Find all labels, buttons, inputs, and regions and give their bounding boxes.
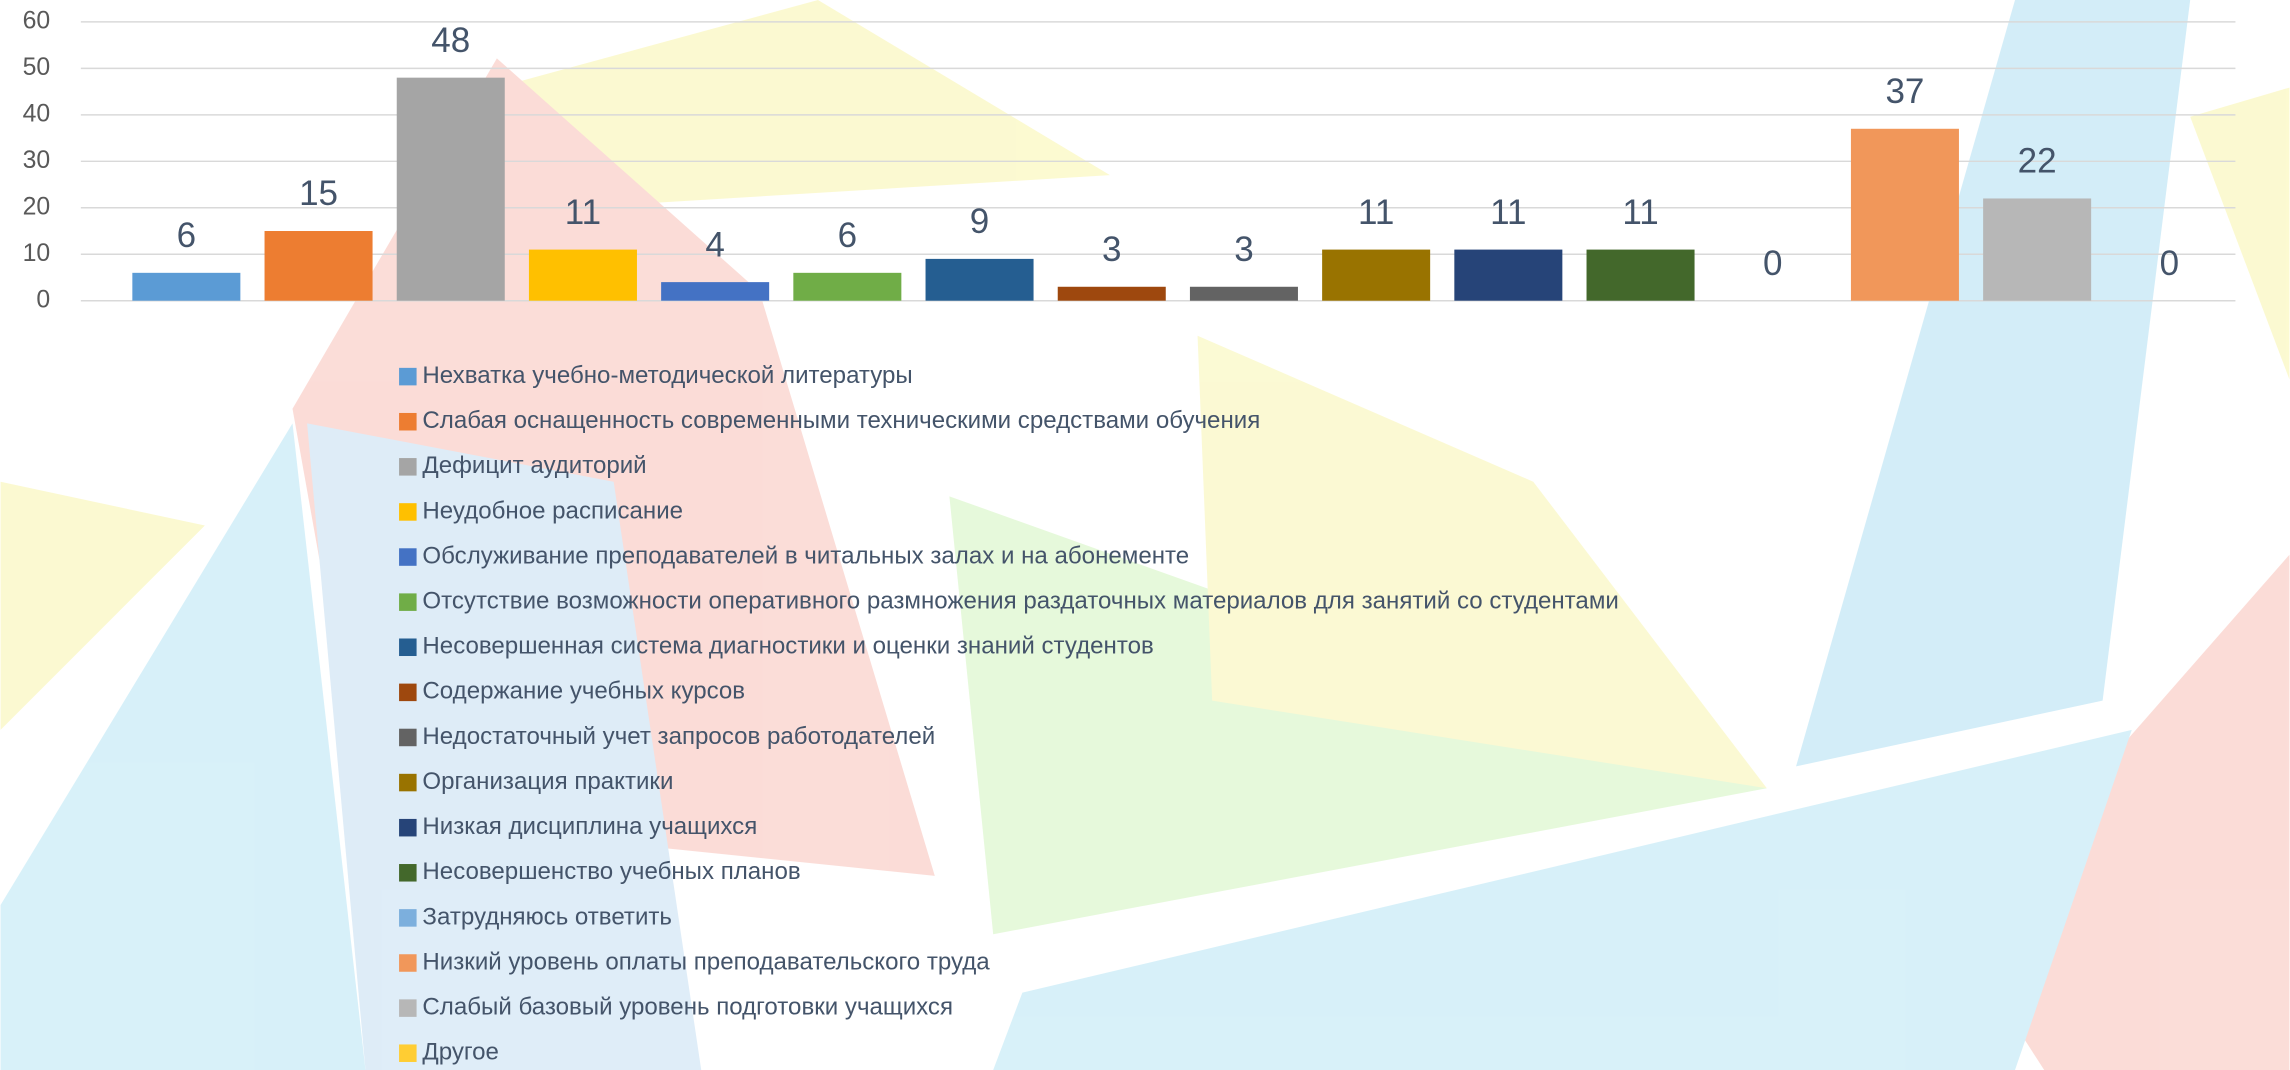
legend-swatch <box>399 819 417 837</box>
value-label: 15 <box>299 174 338 213</box>
bar <box>1983 198 2091 300</box>
legend-label: Слабая оснащенность современными техниче… <box>422 407 1260 434</box>
bar <box>397 78 505 301</box>
value-label: 9 <box>970 202 989 241</box>
value-label: 4 <box>705 225 724 264</box>
value-label: 6 <box>838 216 857 255</box>
legend-label: Содержание учебных курсов <box>422 678 745 705</box>
legend-label: Несовершенство учебных планов <box>422 858 800 885</box>
chart: 01020304050606Нехватка учебно-методическ… <box>0 0 2290 1070</box>
value-label: 11 <box>1358 193 1394 232</box>
bar <box>793 273 901 301</box>
legend-swatch <box>399 413 417 431</box>
legend-swatch <box>399 593 417 611</box>
value-label: 3 <box>1234 230 1253 269</box>
legend-label: Затрудняюсь ответить <box>422 903 672 930</box>
legend-label: Низкая дисциплина учащихся <box>422 813 757 840</box>
bar <box>1322 250 1430 301</box>
page: {"chart_data": {"type": "bar", "categori… <box>0 0 2290 1070</box>
value-label: 37 <box>1885 72 1924 111</box>
legend-swatch <box>399 458 417 476</box>
bar <box>1058 287 1166 301</box>
value-label: 22 <box>2018 142 2057 181</box>
legend-label: Отсутствие возможности оперативного разм… <box>422 588 1618 615</box>
value-label: 0 <box>2160 244 2179 283</box>
legend-label: Организация практики <box>422 768 673 795</box>
bar <box>1851 129 1959 301</box>
value-label: 3 <box>1102 230 1121 269</box>
legend-swatch <box>399 909 417 927</box>
bar <box>1454 250 1562 301</box>
legend-label: Другое <box>422 1039 499 1066</box>
legend-label: Слабый базовый уровень подготовки учащих… <box>422 993 953 1020</box>
legend-swatch <box>399 999 417 1017</box>
y-tick-label: 60 <box>23 7 51 34</box>
legend-label: Недостаточный учет запросов работодателе… <box>422 723 935 750</box>
legend-swatch <box>399 774 417 792</box>
legend-label: Несовершенная система диагностики и оцен… <box>422 633 1153 660</box>
bar <box>265 231 373 301</box>
value-label: 11 <box>1622 193 1658 232</box>
bar <box>1587 250 1695 301</box>
legend-label: Низкий уровень оплаты преподавательского… <box>422 948 990 975</box>
legend-swatch <box>399 729 417 747</box>
value-label: 11 <box>565 193 601 232</box>
y-tick-label: 50 <box>23 54 51 81</box>
bar <box>661 282 769 301</box>
y-tick-label: 40 <box>23 100 51 127</box>
y-tick-label: 10 <box>23 240 51 267</box>
bar <box>132 273 240 301</box>
legend-swatch <box>399 638 417 656</box>
value-label: 0 <box>1763 244 1782 283</box>
legend-label: Неудобное расписание <box>422 497 683 524</box>
legend-swatch <box>399 1044 417 1062</box>
legend-swatch <box>399 548 417 566</box>
legend-swatch <box>399 954 417 972</box>
y-tick-label: 20 <box>23 193 51 220</box>
y-tick-label: 0 <box>36 286 50 313</box>
value-label: 11 <box>1490 193 1526 232</box>
legend-label: Нехватка учебно-методической литературы <box>422 362 912 389</box>
y-tick-label: 30 <box>23 147 51 174</box>
legend-label: Дефицит аудиторий <box>422 452 646 479</box>
legend-label: Обслуживание преподавателей в читальных … <box>422 542 1189 569</box>
value-label: 48 <box>431 21 470 60</box>
legend-swatch <box>399 503 417 521</box>
bg-shape <box>2190 88 2289 380</box>
legend-swatch <box>399 864 417 882</box>
legend-swatch <box>399 368 417 386</box>
bar <box>529 250 637 301</box>
bar <box>926 259 1034 301</box>
bar <box>1190 287 1298 301</box>
value-label: 6 <box>177 216 196 255</box>
legend-swatch <box>399 684 417 702</box>
